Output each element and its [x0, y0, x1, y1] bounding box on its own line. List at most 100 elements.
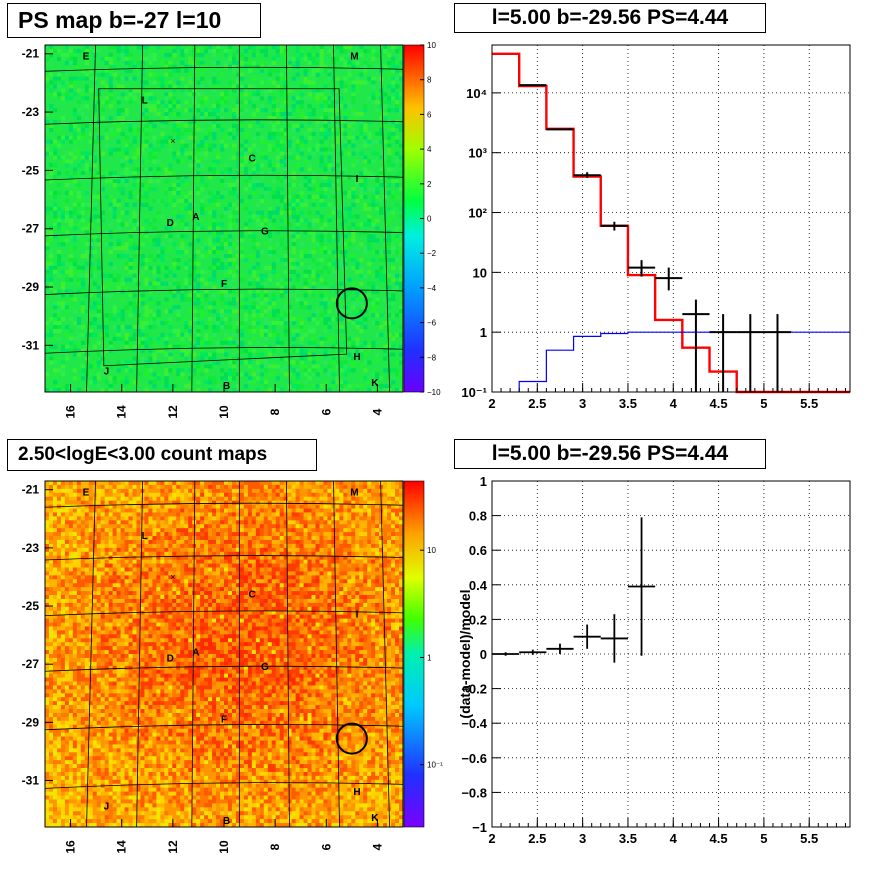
heatmap-cell: [315, 520, 320, 525]
heatmap-cell: [383, 115, 388, 121]
heatmap-cell: [351, 384, 356, 389]
heatmap-cell: [84, 242, 90, 247]
heatmap-cell: [291, 214, 296, 219]
heatmap-cell: [84, 167, 90, 172]
heatmap-cell: [124, 500, 129, 505]
heatmap-cell: [363, 368, 368, 373]
heatmap-cell: [283, 281, 288, 286]
heatmap-cell: [48, 500, 54, 505]
heatmap-cell: [132, 261, 137, 267]
heatmap-cell: [212, 492, 217, 498]
heatmap-cell: [323, 289, 328, 294]
heatmap-cell: [176, 368, 181, 373]
heatmap-cell: [367, 143, 372, 148]
heatmap-cell: [168, 52, 173, 58]
heatmap-cell: [271, 305, 277, 310]
heatmap-cell: [76, 222, 82, 227]
heatmap-cell: [104, 242, 109, 247]
heatmap-cell: [271, 131, 277, 136]
heatmap-cell: [88, 528, 94, 533]
heatmap-cell: [176, 372, 181, 377]
heatmap-cell: [267, 372, 273, 377]
heatmap-cell: [259, 183, 265, 188]
heatmap-cell: [231, 524, 237, 529]
heatmap-cell: [52, 163, 58, 168]
heatmap-cell: [148, 309, 153, 314]
heatmap-cell: [339, 131, 344, 136]
heatmap-cell: [271, 88, 277, 93]
heatmap-cell: [100, 532, 105, 537]
heatmap-cell: [231, 492, 237, 498]
heatmap-cell: [192, 163, 197, 168]
heatmap-cell: [323, 528, 328, 533]
heatmap-cell: [136, 344, 141, 349]
heatmap-cell: [367, 238, 372, 243]
heatmap-cell: [359, 348, 364, 353]
heatmap-cell: [271, 500, 277, 505]
heatmap-cell: [208, 520, 213, 525]
heatmap-cell: [283, 159, 288, 164]
heatmap-cell: [231, 230, 237, 235]
heatmap-cell: [275, 481, 280, 486]
heatmap-cell: [311, 175, 316, 180]
heatmap-cell: [355, 265, 360, 271]
heatmap-cell: [136, 528, 141, 533]
heatmap-cell: [196, 143, 201, 148]
heatmap-cell: [267, 80, 273, 85]
heatmap-cell: [371, 504, 376, 509]
heatmap-cell: [52, 265, 58, 271]
heatmap-cell: [279, 356, 284, 361]
heatmap-cell: [271, 80, 277, 85]
heatmap-cell: [156, 524, 161, 529]
heatmap-cell: [108, 528, 113, 533]
heatmap-cell: [399, 309, 404, 314]
heatmap-cell: [327, 163, 332, 168]
heatmap-cell: [271, 104, 277, 109]
heatmap-cell: [212, 328, 217, 334]
heatmap-cell: [156, 508, 161, 513]
heatmap-cell: [255, 210, 261, 215]
heatmap-cell: [56, 321, 62, 326]
heatmap-cell: [72, 171, 78, 176]
heatmap-cell: [52, 48, 58, 54]
heatmap-cell: [100, 484, 105, 490]
heatmap-cell: [343, 528, 348, 533]
heatmap-cell: [48, 356, 54, 361]
heatmap-cell: [283, 261, 288, 267]
heatmap-cell: [279, 92, 284, 97]
heatmap-cell: [291, 56, 296, 62]
heatmap-cell: [275, 175, 280, 180]
heatmap-cell: [45, 92, 50, 97]
heatmap-cell: [327, 305, 332, 310]
heatmap-cell: [108, 234, 113, 239]
heatmap-cell: [311, 328, 316, 334]
heatmap-cell: [327, 183, 332, 188]
heatmap-cell: [168, 246, 173, 251]
heatmap-cell: [227, 167, 233, 172]
heatmap-cell: [335, 376, 340, 381]
heatmap-cell: [124, 364, 129, 369]
heatmap-cell: [116, 56, 121, 62]
heatmap-cell: [52, 313, 58, 318]
heatmap-cell: [227, 234, 233, 239]
heatmap-cell: [359, 273, 364, 278]
heatmap-cell: [299, 512, 304, 517]
heatmap-cell: [188, 360, 193, 365]
heatmap-cell: [68, 340, 74, 345]
heatmap-cell: [319, 175, 324, 180]
heatmap-cell: [267, 206, 273, 211]
heatmap-cell: [379, 324, 384, 330]
heatmap-cell: [160, 528, 165, 533]
heatmap-cell: [359, 123, 364, 129]
heatmap-cell: [120, 297, 125, 302]
heatmap-cell: [275, 143, 280, 148]
heatmap-cell: [45, 508, 50, 513]
heatmap-cell: [64, 261, 70, 267]
heatmap-cell: [140, 524, 145, 529]
heatmap-cell: [319, 127, 324, 133]
heatmap-cell: [56, 183, 62, 188]
heatmap-cell: [220, 96, 225, 101]
heatmap-cell: [227, 500, 233, 505]
heatmap-cell: [45, 84, 50, 89]
heatmap-cell: [224, 336, 229, 342]
